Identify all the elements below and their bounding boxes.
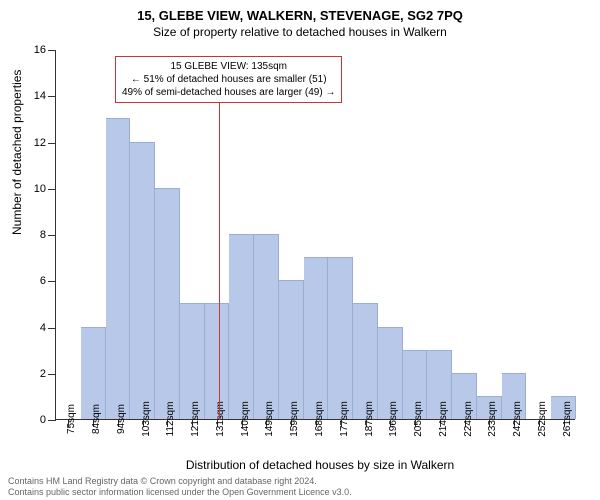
x-tick-label: 103sqm	[131, 401, 152, 437]
annotation-box: 15 GLEBE VIEW: 135sqm ← 51% of detached …	[115, 56, 342, 103]
footer-line2: Contains public sector information licen…	[8, 487, 352, 498]
histogram-bar	[130, 142, 155, 420]
x-tick-label: 84sqm	[81, 404, 102, 434]
x-tick-label: 94sqm	[106, 404, 127, 434]
x-tick-label: 242sqm	[502, 401, 523, 437]
footer-line1: Contains HM Land Registry data © Crown c…	[8, 476, 352, 487]
x-tick-label: 233sqm	[477, 401, 498, 437]
x-tick-label: 121sqm	[180, 401, 201, 437]
x-tick-label: 252sqm	[527, 401, 548, 437]
x-tick-label: 187sqm	[354, 401, 375, 437]
annotation-line3: 49% of semi-detached houses are larger (…	[122, 86, 335, 99]
x-tick-label: 112sqm	[155, 402, 176, 437]
y-tick-label: 6	[40, 275, 56, 287]
x-tick-label: 205sqm	[403, 401, 424, 437]
annotation-line1: 15 GLEBE VIEW: 135sqm	[122, 60, 335, 73]
y-tick-label: 8	[40, 229, 56, 241]
histogram-bar	[155, 188, 180, 419]
histogram-bar	[254, 234, 279, 419]
x-tick-label: 177sqm	[329, 401, 350, 437]
chart-plot-area: 024681012141675sqm84sqm94sqm103sqm112sqm…	[55, 50, 575, 420]
x-tick-label: 214sqm	[428, 401, 449, 437]
y-axis-title: Number of detached properties	[10, 70, 24, 235]
annotation-marker-line	[219, 95, 220, 420]
y-tick-label: 0	[40, 414, 56, 426]
x-tick-label: 140sqm	[230, 401, 251, 437]
x-tick-label: 149sqm	[254, 401, 275, 437]
x-tick-label: 261sqm	[552, 401, 573, 437]
y-tick-label: 4	[40, 322, 56, 334]
x-tick-label: 131sqm	[205, 401, 226, 437]
page-subtitle: Size of property relative to detached ho…	[0, 23, 600, 39]
histogram-bar	[304, 257, 329, 419]
plot-box: 024681012141675sqm84sqm94sqm103sqm112sqm…	[55, 50, 575, 420]
histogram-bar	[106, 118, 131, 419]
footer: Contains HM Land Registry data © Crown c…	[8, 476, 352, 498]
histogram-bar	[229, 234, 254, 419]
page-title: 15, GLEBE VIEW, WALKERN, STEVENAGE, SG2 …	[0, 0, 600, 23]
x-tick-label: 75sqm	[56, 404, 77, 434]
y-tick-label: 12	[34, 137, 56, 149]
y-tick-label: 14	[34, 90, 56, 102]
x-tick-label: 168sqm	[304, 401, 325, 437]
x-tick-label: 224sqm	[453, 401, 474, 437]
annotation-line2: ← 51% of detached houses are smaller (51…	[122, 73, 335, 86]
x-axis-title: Distribution of detached houses by size …	[20, 458, 600, 472]
histogram-bar	[328, 257, 353, 419]
y-tick-label: 2	[40, 368, 56, 380]
x-tick-label: 159sqm	[279, 401, 300, 437]
y-tick-label: 16	[34, 44, 56, 56]
x-tick-label: 196sqm	[378, 401, 399, 437]
histogram-bar	[279, 280, 304, 419]
y-tick-label: 10	[34, 183, 56, 195]
